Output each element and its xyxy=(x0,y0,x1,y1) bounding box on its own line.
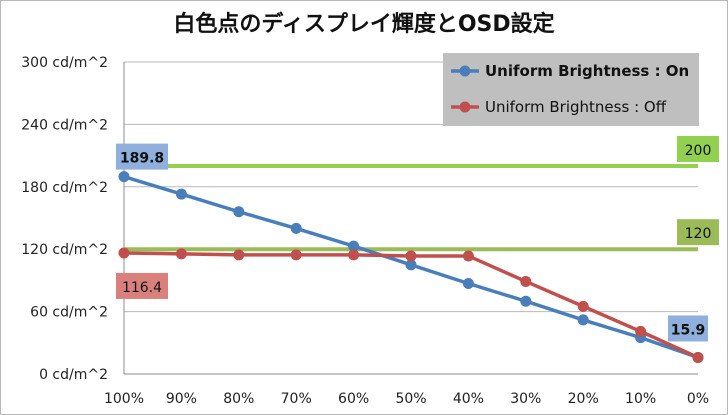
data-point xyxy=(577,300,589,312)
legend-entry: Uniform Brightness : Off xyxy=(485,98,667,116)
data-point xyxy=(348,240,360,252)
legend-box xyxy=(443,53,699,126)
x-tick-label: 90% xyxy=(166,391,197,407)
y-tick-label: 180 cd/m^2 xyxy=(21,180,108,196)
x-tick-label: 60% xyxy=(338,391,369,407)
data-point xyxy=(520,295,532,307)
data-point xyxy=(290,249,302,261)
legend-entry: Uniform Brightness : On xyxy=(485,62,689,80)
legend: Uniform Brightness : On Uniform Brightnes… xyxy=(443,53,699,126)
data-point xyxy=(118,171,130,183)
reference-lines: 200 120 xyxy=(124,136,719,252)
data-label-box xyxy=(116,272,168,299)
reference-label: 200 xyxy=(685,143,712,159)
reference-label-box xyxy=(677,219,719,246)
data-point xyxy=(175,188,187,200)
data-label: 189.8 xyxy=(120,151,164,167)
data-labels: 189.8 116.4 15.9 xyxy=(116,143,708,342)
legend-swatch-marker xyxy=(459,65,471,77)
data-point xyxy=(520,275,532,287)
y-tick-label: 120 cd/m^2 xyxy=(21,242,108,258)
x-tick-label: 100% xyxy=(104,391,144,407)
x-tick-label: 40% xyxy=(453,391,484,407)
y-tick-label: 60 cd/m^2 xyxy=(30,305,108,321)
data-point xyxy=(290,222,302,234)
data-point xyxy=(348,249,360,261)
data-point xyxy=(233,206,245,218)
x-tick-label: 70% xyxy=(281,391,312,407)
reference-label-box xyxy=(677,136,719,162)
x-tick-label: 20% xyxy=(568,391,599,407)
x-tick-label: 0% xyxy=(687,391,709,407)
data-label-box xyxy=(116,143,168,170)
data-label: 15.9 xyxy=(671,322,706,338)
data-point xyxy=(233,249,245,261)
x-tick-label: 80% xyxy=(223,391,254,407)
x-tick-label: 50% xyxy=(395,391,426,407)
data-label: 116.4 xyxy=(122,280,162,296)
data-point xyxy=(635,325,647,337)
data-point xyxy=(175,248,187,260)
data-point xyxy=(405,259,417,271)
y-tick-label: 240 cd/m^2 xyxy=(21,117,108,133)
y-tick-label: 0 cd/m^2 xyxy=(39,367,108,383)
legend-swatch-marker xyxy=(459,101,471,113)
chart-title: 白色点のディスプレイ輝度とOSD設定 xyxy=(173,11,554,37)
x-tick-label: 10% xyxy=(625,391,656,407)
y-tick-label: 300 cd/m^2 xyxy=(21,55,108,71)
x-tick-label: 30% xyxy=(510,391,541,407)
data-point xyxy=(405,250,417,262)
reference-label: 120 xyxy=(685,226,712,242)
series-lines xyxy=(118,171,704,363)
data-point xyxy=(118,247,130,259)
data-point xyxy=(692,351,704,363)
axis-tick-labels: 0 cd/m^2 60 cd/m^2 120 cd/m^2 180 cd/m^2 240… xyxy=(21,55,709,407)
data-point xyxy=(462,250,474,262)
data-label-box xyxy=(668,315,708,342)
data-point xyxy=(577,314,589,326)
data-point xyxy=(462,278,474,290)
